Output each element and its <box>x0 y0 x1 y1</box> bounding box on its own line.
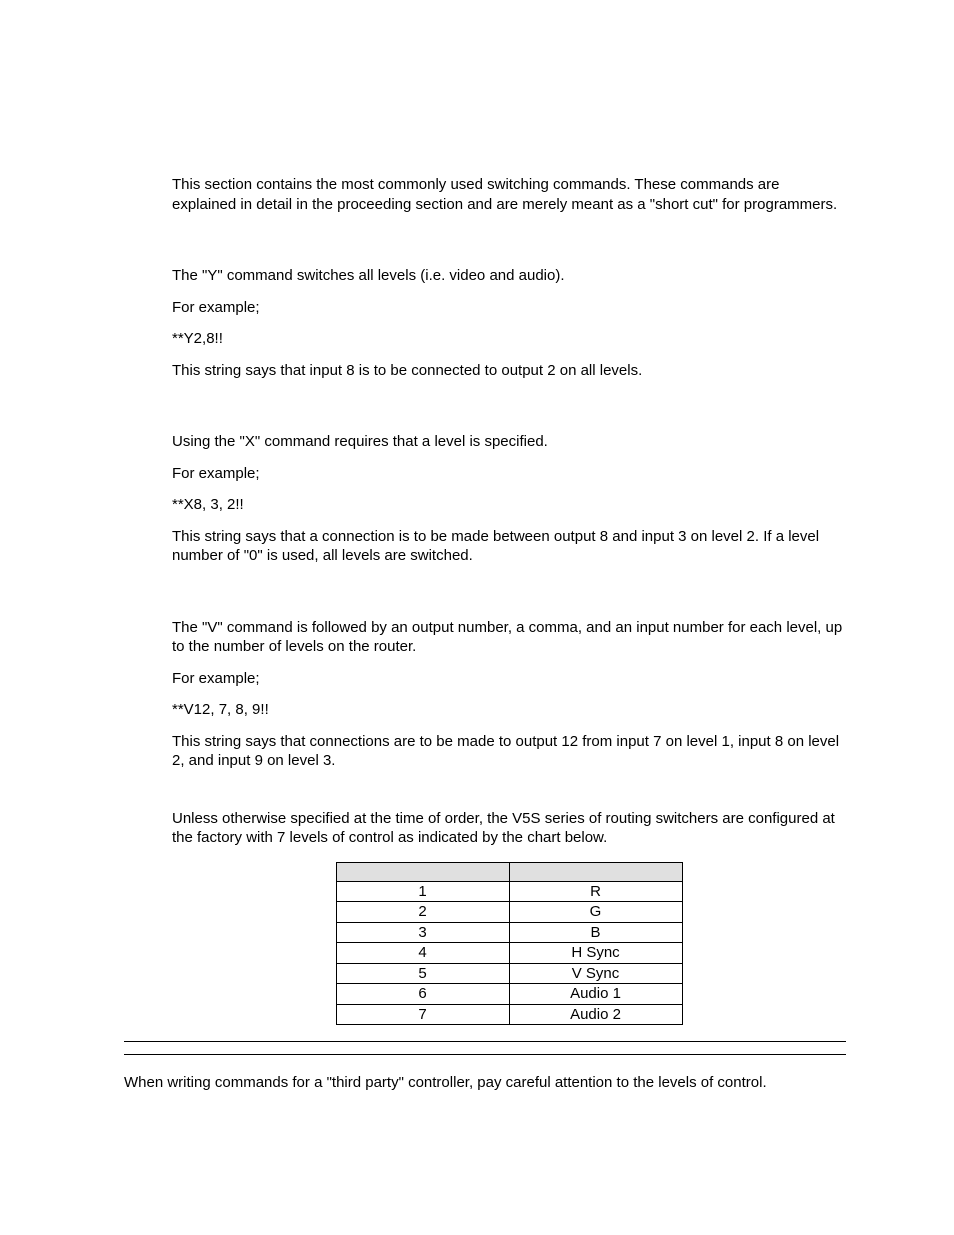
table-row: 2 G <box>336 902 682 923</box>
table-cell-signal: B <box>509 922 682 943</box>
levels-intro-paragraph: Unless otherwise specified at the time o… <box>172 809 846 848</box>
table-header-cell <box>336 862 509 881</box>
table-row: 6 Audio 1 <box>336 984 682 1005</box>
levels-table: 1 R 2 G 3 B 4 H Sync 5 V Sync 6 Audio 1 <box>336 862 683 1026</box>
table-cell-level: 2 <box>336 902 509 923</box>
table-cell-signal: V Sync <box>509 963 682 984</box>
x-command-example-label: For example; <box>172 464 846 484</box>
y-command-description: The "Y" command switches all levels (i.e… <box>172 266 846 286</box>
table-cell-level: 1 <box>336 881 509 902</box>
table-cell-level: 7 <box>336 1004 509 1025</box>
v-command-description: The "V" command is followed by an output… <box>172 618 846 657</box>
horizontal-rule <box>124 1054 846 1055</box>
table-cell-signal: R <box>509 881 682 902</box>
divider-section <box>172 1041 846 1055</box>
table-header-cell <box>509 862 682 881</box>
y-command-example: **Y2,8!! <box>172 329 846 349</box>
table-row: 5 V Sync <box>336 963 682 984</box>
table-cell-level: 3 <box>336 922 509 943</box>
v-command-example-label: For example; <box>172 669 846 689</box>
v-command-explanation: This string says that connections are to… <box>172 732 846 771</box>
table-cell-signal: G <box>509 902 682 923</box>
table-cell-signal: H Sync <box>509 943 682 964</box>
y-command-explanation: This string says that input 8 is to be c… <box>172 361 846 381</box>
y-command-example-label: For example; <box>172 298 846 318</box>
table-row: 7 Audio 2 <box>336 1004 682 1025</box>
table-header-row <box>336 862 682 881</box>
v-command-example: **V12, 7, 8, 9!! <box>172 700 846 720</box>
table-cell-level: 5 <box>336 963 509 984</box>
table-cell-level: 4 <box>336 943 509 964</box>
final-note-paragraph: When writing commands for a "third party… <box>124 1073 846 1093</box>
table-cell-signal: Audio 2 <box>509 1004 682 1025</box>
x-command-explanation: This string says that a connection is to… <box>172 527 846 566</box>
table-row: 3 B <box>336 922 682 943</box>
x-command-description: Using the "X" command requires that a le… <box>172 432 846 452</box>
table-cell-signal: Audio 1 <box>509 984 682 1005</box>
intro-paragraph: This section contains the most commonly … <box>172 175 846 214</box>
x-command-example: **X8, 3, 2!! <box>172 495 846 515</box>
table-row: 1 R <box>336 881 682 902</box>
table-row: 4 H Sync <box>336 943 682 964</box>
document-page: This section contains the most commonly … <box>0 0 954 1235</box>
table-cell-level: 6 <box>336 984 509 1005</box>
